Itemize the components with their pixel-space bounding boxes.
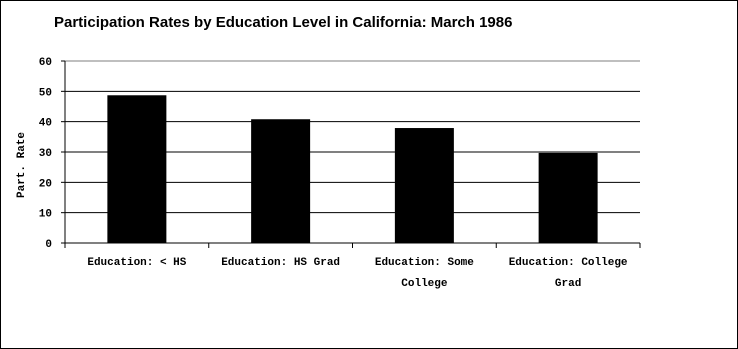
- x-tick-label: Education: HS Grad: [221, 257, 340, 269]
- y-axis-label: Part. Rate: [16, 132, 28, 198]
- x-category-labels: Education: < HS Education: HS Grad Educati…: [87, 257, 628, 290]
- bar: [538, 152, 598, 243]
- y-tick-label: 10: [39, 209, 52, 221]
- bar: [251, 119, 311, 243]
- y-tick-label: 30: [39, 148, 52, 160]
- x-tick-label: Education: Some College: [375, 257, 474, 290]
- axes: [64, 61, 641, 248]
- x-tick-label: Education: College Grad: [509, 257, 628, 290]
- y-tick-labels: 0 10 20 30 40 50 60: [39, 57, 52, 251]
- chart-title: Participation Rates by Education Level i…: [54, 14, 512, 31]
- y-tick-label: 40: [39, 118, 52, 130]
- y-tick-label: 50: [39, 87, 52, 99]
- y-tick-label: 60: [39, 57, 52, 69]
- x-tick-label: Education: < HS: [87, 257, 186, 269]
- y-tick-label: 0: [45, 239, 52, 251]
- y-tick-label: 20: [39, 178, 52, 190]
- bars: [107, 95, 598, 243]
- bar: [107, 95, 167, 243]
- bar: [394, 128, 454, 243]
